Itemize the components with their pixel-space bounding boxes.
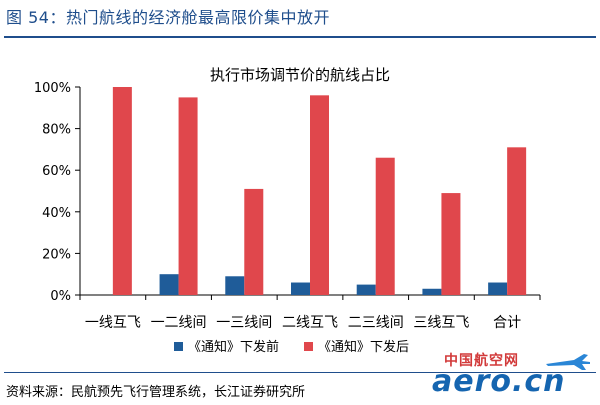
legend: 《通知》下发前 《通知》下发后 (174, 339, 409, 355)
y-axis: 0% 20% 40% 60% 80% 100% (34, 81, 81, 304)
bar-after (375, 157, 395, 295)
chart-title: 执行市场调节价的航线占比 (210, 66, 390, 84)
watermark-en-text: aero.cn (432, 364, 566, 399)
bar-before (291, 282, 310, 295)
x-axis: 一线互飞 一二线间 一三线间 二线互飞 二三线间 三线互飞 合计 (79, 294, 541, 331)
legend-swatch-after (304, 342, 313, 351)
bar-after (112, 87, 132, 295)
x-category-label: 三线互飞 (413, 315, 469, 331)
x-category-label: 二三线间 (348, 315, 404, 331)
y-tick-label: 60% (42, 164, 71, 179)
x-category-label: 一线互飞 (85, 315, 141, 331)
bar-before (488, 282, 508, 295)
header-divider (4, 36, 596, 38)
legend-label-before: 《通知》下发前 (188, 339, 279, 355)
watermark-logo: 中国航空网 aero.cn (426, 350, 596, 402)
bar-before (356, 284, 376, 295)
y-tick-label: 100% (34, 81, 71, 96)
bar-after (441, 193, 461, 295)
y-tick-label: 40% (42, 206, 71, 221)
source-note: 资料来源：民航预先飞行管理系统，长江证券研究所 (6, 385, 306, 400)
watermark-cn-text: 中国航空网 (444, 353, 519, 369)
y-tick-label: 0% (50, 289, 71, 304)
x-category-label: 二线互飞 (282, 315, 338, 331)
bar-before (422, 288, 442, 295)
airplane-icon (546, 354, 590, 370)
figure-title: 图 54：热门航线的经济舱最高限价集中放开 (6, 8, 330, 27)
y-tick-label: 80% (42, 123, 71, 138)
legend-label-after: 《通知》下发后 (318, 339, 409, 355)
legend-swatch-before (174, 342, 183, 351)
bar-before (159, 274, 179, 295)
bars-group (112, 87, 527, 296)
bar-after (507, 147, 527, 295)
x-category-label: 一二线间 (151, 315, 207, 331)
bar-before (225, 276, 245, 295)
bar-after (244, 188, 264, 295)
footer-divider (4, 372, 596, 373)
x-category-label: 一三线间 (216, 315, 272, 331)
bar-after (178, 97, 198, 296)
x-category-label: 合计 (493, 315, 521, 331)
y-tick-label: 20% (42, 247, 71, 262)
bar-chart: 执行市场调节价的航线占比 0% 20% 40% 60% 80% 100% 一线互飞 一二线间… (34, 66, 541, 355)
bar-after (310, 95, 329, 295)
